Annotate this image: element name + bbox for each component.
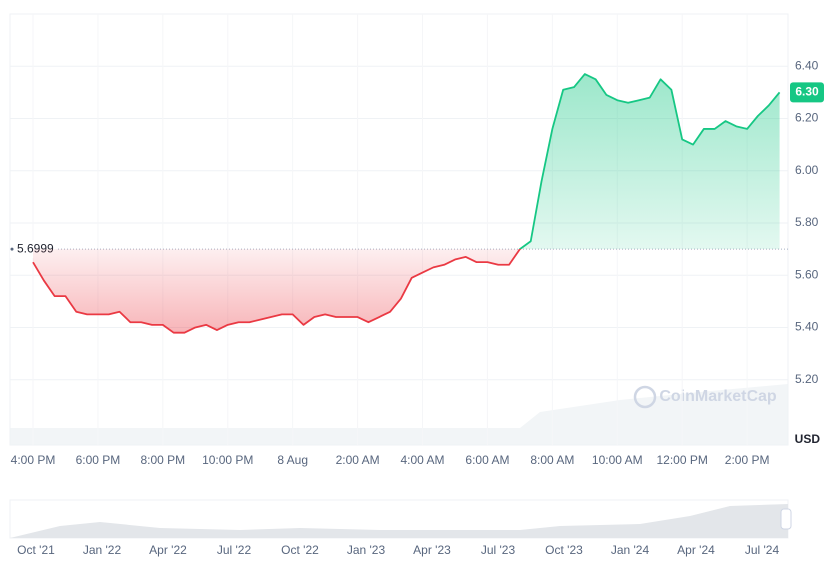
navigator-label: Apr '24 xyxy=(677,543,715,557)
x-tick-label: 8 Aug xyxy=(277,453,308,467)
baseline-dot xyxy=(10,247,14,251)
navigator-label: Jan '22 xyxy=(83,543,122,557)
navigator-label: Apr '22 xyxy=(149,543,187,557)
x-tick-label: 8:00 AM xyxy=(530,453,574,467)
x-tick-label: 12:00 PM xyxy=(657,453,708,467)
navigator-label: Jul '22 xyxy=(217,543,252,557)
x-tick-label: 2:00 PM xyxy=(725,453,770,467)
y-tick-label: 5.40 xyxy=(795,320,819,334)
price-line xyxy=(32,73,781,334)
x-tick-label: 4:00 AM xyxy=(401,453,445,467)
x-tick-label: 8:00 PM xyxy=(140,453,185,467)
navigator-label: Jul '24 xyxy=(745,543,780,557)
navigator-label: Jul '23 xyxy=(481,543,516,557)
x-tick-label: 4:00 PM xyxy=(11,453,56,467)
x-tick-label: 10:00 PM xyxy=(202,453,253,467)
y-tick-label: 6.20 xyxy=(795,111,819,125)
y-axis-unit: USD xyxy=(795,432,821,446)
price-area xyxy=(33,74,780,333)
watermark: CoinMarketCap xyxy=(659,388,777,405)
y-tick-label: 6.40 xyxy=(795,58,819,72)
x-tick-label: 10:00 AM xyxy=(592,453,643,467)
y-tick-label: 5.60 xyxy=(795,267,819,281)
volume-band xyxy=(10,384,788,445)
navigator-label: Jan '24 xyxy=(611,543,650,557)
navigator-label: Jan '23 xyxy=(347,543,386,557)
y-tick-label: 5.80 xyxy=(795,215,819,229)
y-tick-label: 5.20 xyxy=(795,372,819,386)
current-price-label: 6.30 xyxy=(795,85,819,99)
y-tick-label: 6.00 xyxy=(795,163,819,177)
x-tick-label: 2:00 AM xyxy=(336,453,380,467)
navigator-handle[interactable] xyxy=(780,508,792,530)
navigator-label: Oct '23 xyxy=(545,543,583,557)
x-tick-label: 6:00 PM xyxy=(76,453,121,467)
navigator-label: Apr '23 xyxy=(413,543,451,557)
navigator-label: Oct '22 xyxy=(281,543,319,557)
x-tick-label: 6:00 AM xyxy=(465,453,509,467)
watermark-logo xyxy=(633,385,657,409)
navigator-area xyxy=(10,504,788,538)
navigator-label: Oct '21 xyxy=(17,543,55,557)
current-price-tag xyxy=(790,82,824,103)
